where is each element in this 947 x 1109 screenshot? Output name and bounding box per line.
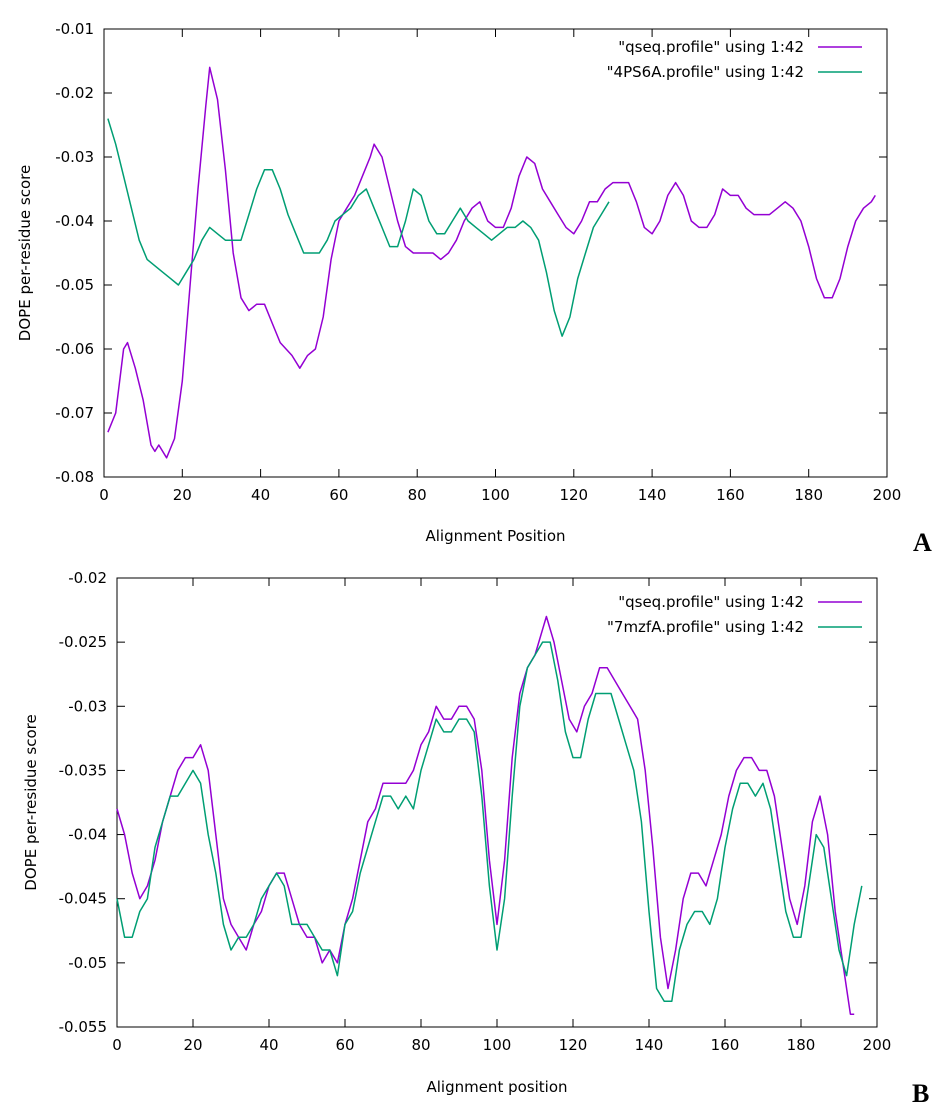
x-tick-label: 180: [794, 486, 823, 504]
x-tick-label: 80: [408, 486, 427, 504]
y-tick-label: -0.06: [55, 340, 94, 358]
y-tick-label: -0.05: [68, 954, 107, 972]
legend-label: "qseq.profile" using 1:42: [618, 593, 804, 611]
x-tick-label: 140: [635, 1036, 664, 1054]
x-tick-label: 0: [112, 1036, 122, 1054]
legend-label: "7mzfA.profile" using 1:42: [607, 618, 804, 636]
x-tick-label: 0: [99, 486, 109, 504]
x-tick-label: 120: [559, 486, 588, 504]
x-tick-label: 160: [716, 486, 745, 504]
x-tick-label: 40: [251, 486, 270, 504]
chart-panel-b: 0 20 40 60 80 100 120 140 160 180 200 -0.055 -0.05 -0…: [22, 569, 929, 1108]
x-tick-label: 200: [863, 1036, 892, 1054]
y-axis-label: DOPE per-residue score: [22, 714, 40, 890]
x-axis-label: Alignment position: [426, 1078, 567, 1096]
panel-label: B: [912, 1079, 929, 1108]
x-tick-label: 200: [873, 486, 902, 504]
y-tick-label: -0.055: [59, 1018, 107, 1036]
plot-frame: [116, 577, 878, 1028]
legend-label: "qseq.profile" using 1:42: [618, 38, 804, 56]
y-tick-label: -0.07: [55, 404, 94, 422]
legend-label: "4PS6A.profile" using 1:42: [607, 63, 804, 81]
panel-label: A: [913, 528, 932, 557]
x-tick-label: 180: [787, 1036, 816, 1054]
y-tick-label: -0.03: [55, 148, 94, 166]
series-line-template: [107, 118, 610, 337]
y-tick-label: -0.05: [55, 276, 94, 294]
y-tick-label: -0.04: [55, 212, 94, 230]
x-tick-label: 20: [173, 486, 192, 504]
y-tick-label: -0.03: [68, 697, 107, 715]
y-tick-label: -0.025: [59, 633, 107, 651]
y-tick-label: -0.01: [55, 20, 94, 38]
series-line-qseq: [116, 615, 855, 1015]
x-tick-label: 40: [259, 1036, 278, 1054]
chart-panel-a: 0 20 40 60 80 100 120 140 160 180 200 -0.08 -0.07 -0.…: [16, 20, 932, 557]
series-line-qseq: [107, 66, 876, 459]
x-tick-label: 140: [638, 486, 667, 504]
y-tick-label: -0.035: [59, 761, 107, 779]
y-tick-label: -0.02: [55, 84, 94, 102]
x-tick-label: 80: [411, 1036, 430, 1054]
x-tick-label: 60: [329, 486, 348, 504]
x-axis-label: Alignment Position: [425, 527, 565, 545]
x-tick-label: 20: [183, 1036, 202, 1054]
y-tick-label: -0.04: [68, 826, 107, 844]
y-axis-label: DOPE per-residue score: [16, 165, 34, 341]
x-tick-label: 100: [481, 486, 510, 504]
y-tick-label: -0.02: [68, 569, 107, 587]
x-tick-label: 120: [559, 1036, 588, 1054]
x-tick-label: 160: [711, 1036, 740, 1054]
x-tick-label: 60: [335, 1036, 354, 1054]
y-tick-label: -0.045: [59, 890, 107, 908]
series-line-template: [116, 641, 863, 1003]
x-tick-label: 100: [483, 1036, 512, 1054]
y-tick-label: -0.08: [55, 468, 94, 486]
plot-frame: [103, 28, 888, 478]
